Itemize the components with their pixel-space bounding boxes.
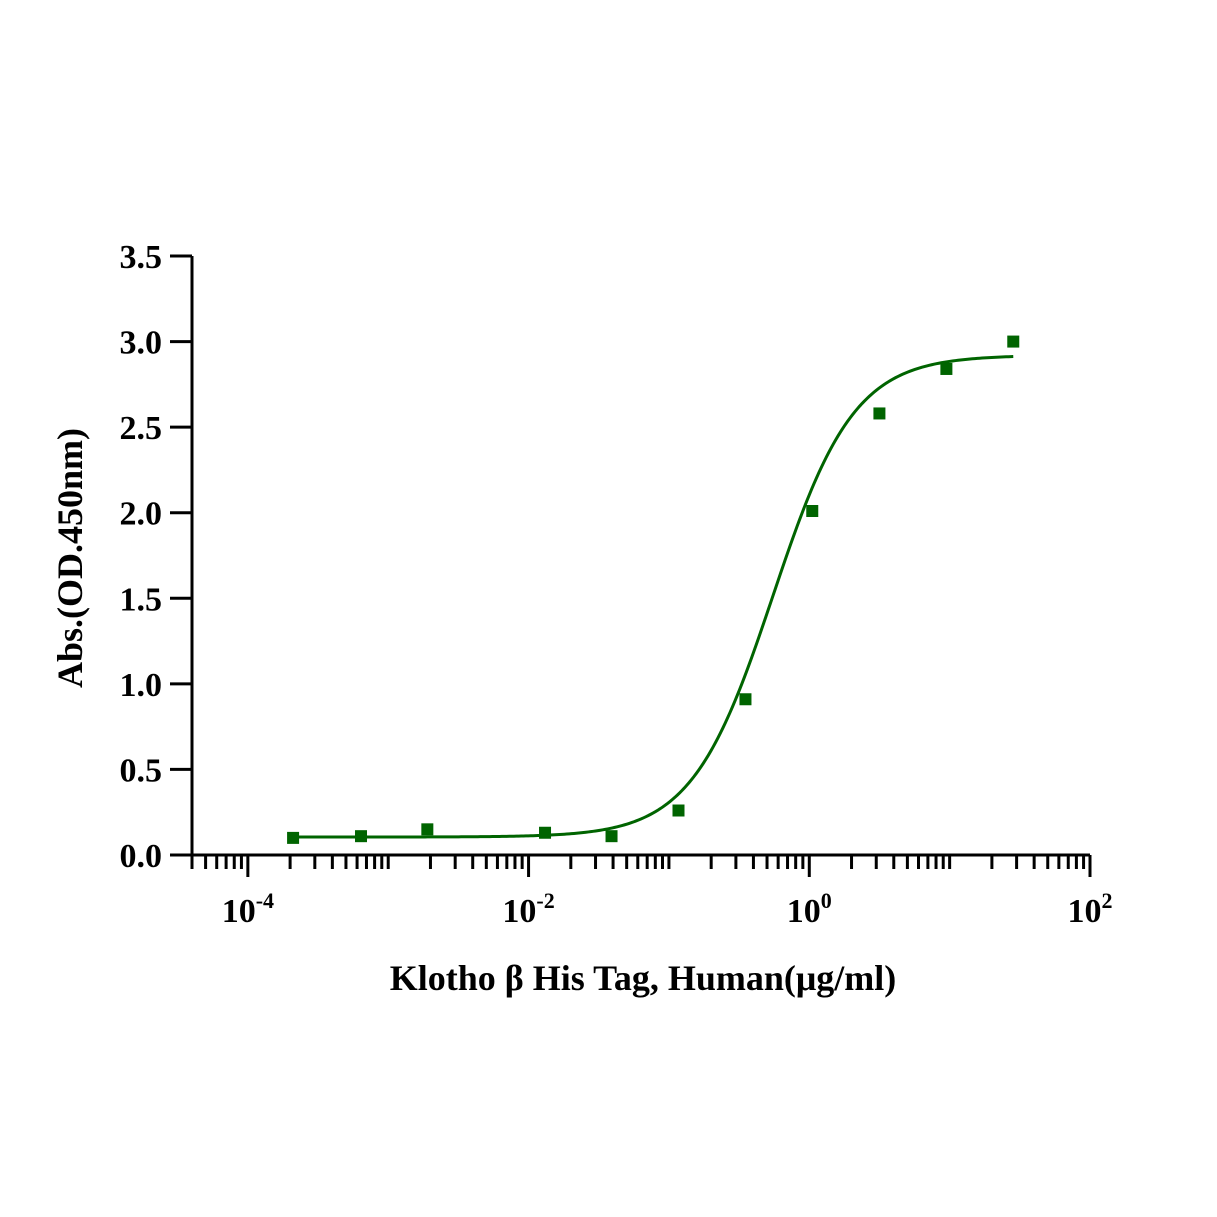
data-points — [287, 335, 1020, 844]
data-point — [421, 823, 434, 836]
data-point — [355, 830, 368, 843]
x-tick-label: 100 — [787, 888, 832, 930]
data-point — [539, 826, 552, 839]
y-axis-title: Abs.(OD.450nm) — [50, 428, 90, 688]
data-point — [940, 362, 953, 375]
x-axis-ticks: 10-4 10-2 100 102 — [190, 855, 1113, 930]
y-tick-label: 0.5 — [120, 752, 163, 789]
y-tick-label: 0.0 — [120, 838, 163, 875]
fit-curve — [293, 355, 1014, 839]
data-point — [1007, 335, 1020, 348]
x-tick-label: 102 — [1068, 888, 1113, 930]
y-tick-label: 1.5 — [120, 581, 163, 618]
y-axis-ticks: 0.0 0.5 1.0 1.5 2.0 2.5 3.0 3.5 — [120, 239, 192, 875]
x-tick-label: 10-2 — [502, 888, 554, 930]
y-tick-label: 2.0 — [120, 496, 163, 533]
y-tick-label: 2.5 — [120, 410, 163, 447]
data-point — [806, 505, 819, 518]
y-tick-label: 3.0 — [120, 325, 163, 362]
data-point — [287, 831, 300, 844]
data-point — [605, 830, 618, 843]
data-point — [739, 693, 752, 706]
x-axis-title: Klotho β His Tag, Human(μg/ml) — [390, 958, 896, 998]
axes — [190, 256, 1090, 857]
data-point — [672, 804, 685, 817]
y-tick-label: 1.0 — [120, 667, 163, 704]
x-tick-label: 10-4 — [222, 888, 274, 930]
data-point — [873, 407, 886, 420]
y-tick-label: 3.5 — [120, 239, 163, 276]
